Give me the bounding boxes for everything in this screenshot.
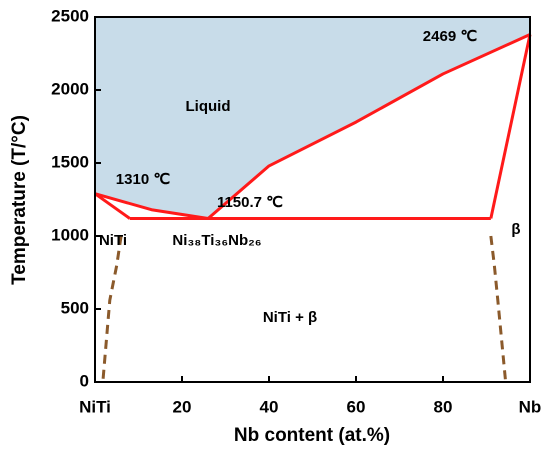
annotation: Ni₃₈Ti₃₆Nb₂₆ [172,232,261,249]
y-tick-label: 1000 [51,225,89,244]
annotation: 1150.7 ℃ [217,194,283,211]
liquid-region [95,17,530,219]
phase-boundary [94,192,131,220]
x-axis-label: Nb content (at.%) [234,425,390,446]
annotation: NiTi + β [263,309,317,326]
dashed-boundary [489,235,508,383]
y-tick-label: 1500 [51,152,89,171]
annotation: Liquid [186,98,231,115]
x-tick-label: NiTi [79,397,111,416]
x-tick-label: Nb [519,397,542,416]
y-tick-label: 2500 [51,6,89,25]
x-tick-label: 60 [347,397,366,416]
y-axis-label: Temperature (T/°C) [9,115,30,285]
plot-frame [94,16,531,383]
phase-boundary [489,34,532,219]
phase-boundary [94,192,209,220]
annotation: NiTi [99,232,127,249]
y-tick-label: 0 [80,371,89,390]
x-tick-label: 80 [434,397,453,416]
dashed-boundary [101,235,123,383]
annotation: 1310 ℃ [116,171,171,188]
y-tick-label: 2000 [51,79,89,98]
x-tick-label: 20 [173,397,192,416]
y-tick-label: 500 [61,298,89,317]
annotation: 2469 ℃ [423,28,478,45]
x-tick-label: 40 [260,397,279,416]
phase-boundary [207,33,531,220]
annotation: β [511,221,520,238]
